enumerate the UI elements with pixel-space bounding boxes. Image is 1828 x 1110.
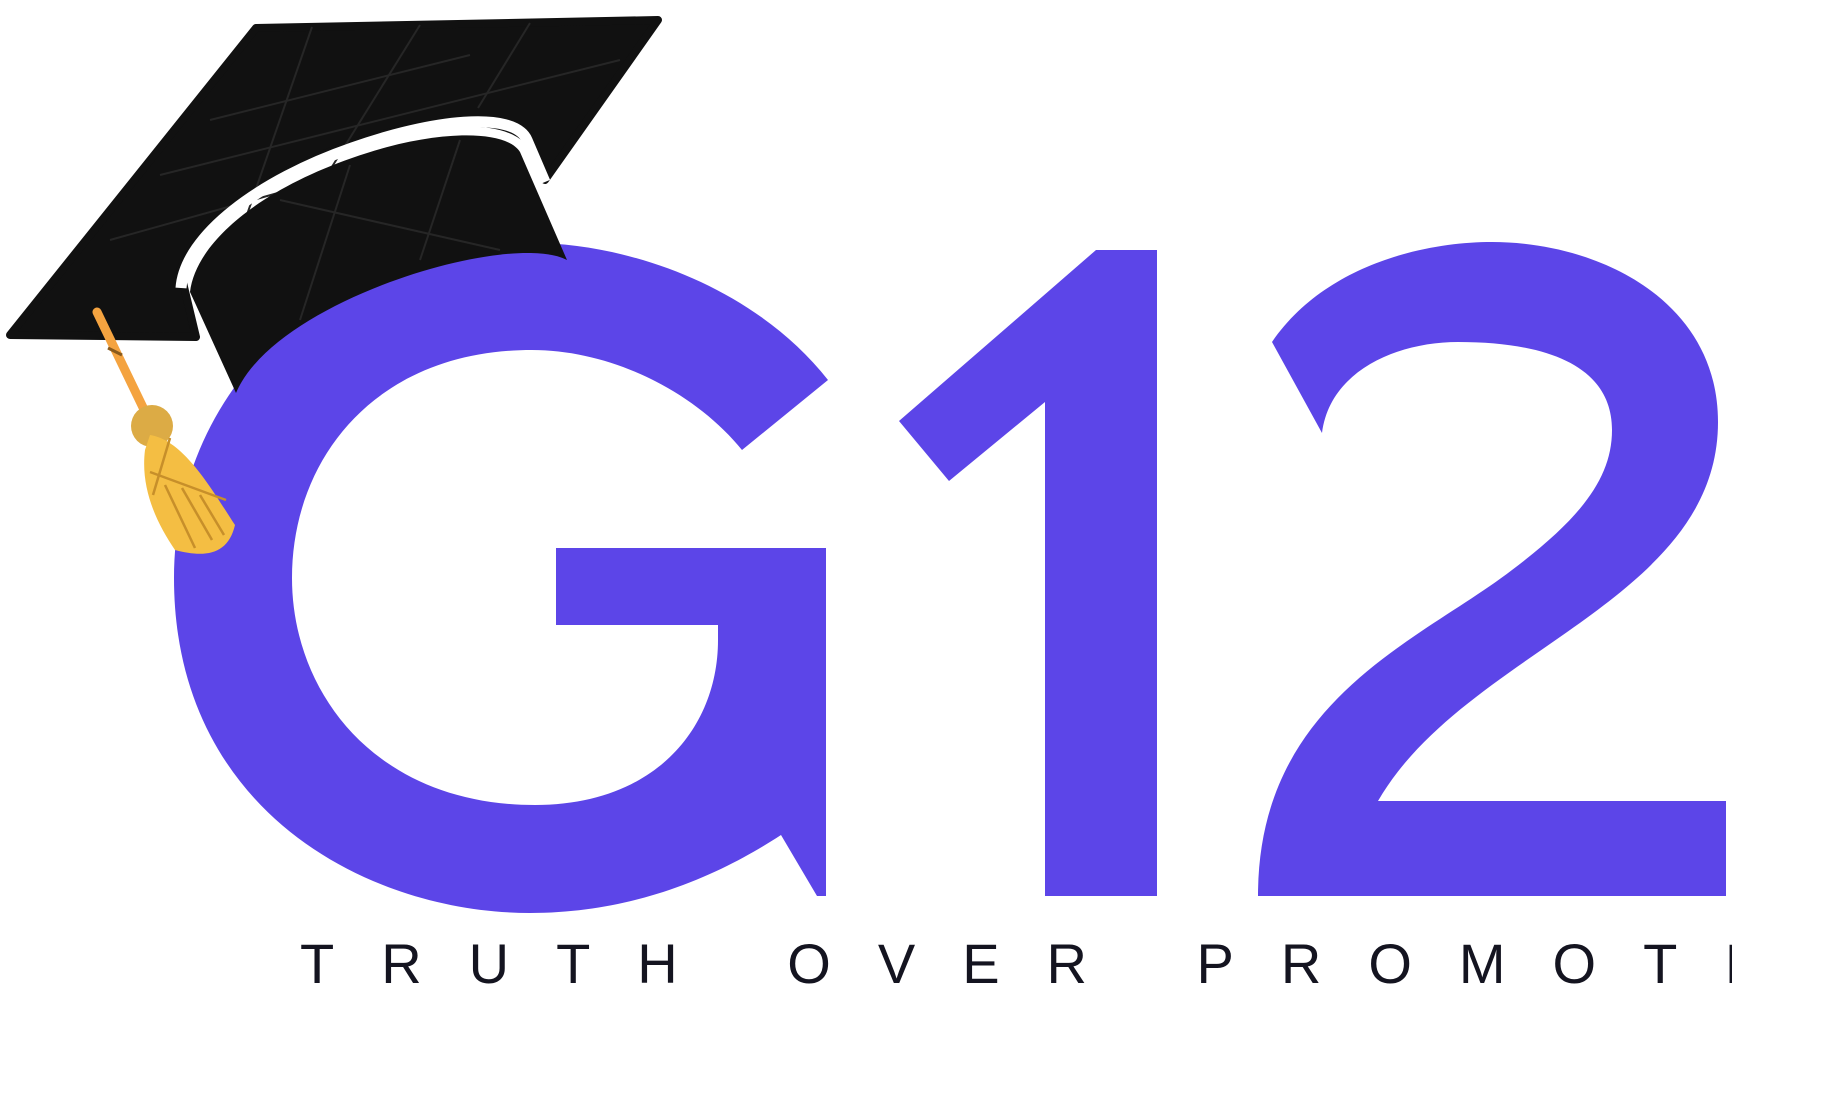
tassel-knot	[131, 405, 173, 447]
tassel-fringe-lines	[149, 437, 227, 549]
digit-two-mark	[1258, 242, 1726, 896]
tagline-text: TRUTH OVER PROMOTION	[300, 934, 1732, 994]
cap-body-lines	[279, 139, 501, 321]
digit-one-mark	[899, 250, 1157, 896]
g-letter-mark	[174, 243, 828, 913]
tassel-cord-mark	[107, 346, 123, 357]
cap-band-outline	[175, 116, 551, 289]
graduation-cap-icon	[6, 16, 662, 554]
cap-body	[190, 135, 567, 393]
tassel-cord	[92, 307, 155, 427]
tassel-fringe	[144, 435, 235, 554]
